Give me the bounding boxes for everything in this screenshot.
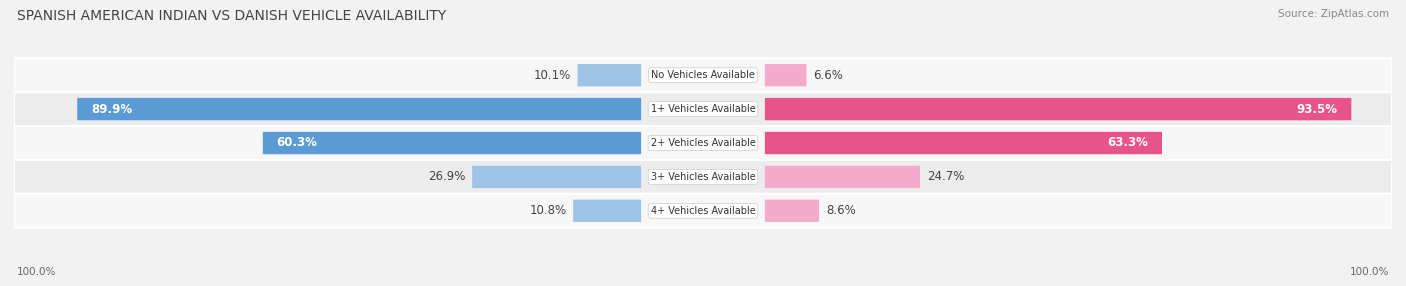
Text: 3+ Vehicles Available: 3+ Vehicles Available [651,172,755,182]
FancyBboxPatch shape [14,58,1392,92]
Text: 8.6%: 8.6% [825,204,856,217]
Text: 10.8%: 10.8% [529,204,567,217]
Text: 89.9%: 89.9% [91,103,132,116]
FancyBboxPatch shape [14,92,1392,126]
Text: 2+ Vehicles Available: 2+ Vehicles Available [651,138,755,148]
FancyBboxPatch shape [263,132,641,154]
FancyBboxPatch shape [765,132,1161,154]
FancyBboxPatch shape [14,126,1392,160]
FancyBboxPatch shape [14,160,1392,194]
Text: No Vehicles Available: No Vehicles Available [651,70,755,80]
FancyBboxPatch shape [765,98,1351,120]
Text: 60.3%: 60.3% [277,136,318,150]
FancyBboxPatch shape [578,64,641,86]
Text: 4+ Vehicles Available: 4+ Vehicles Available [651,206,755,216]
Text: 100.0%: 100.0% [1350,267,1389,277]
FancyBboxPatch shape [765,64,807,86]
Text: 100.0%: 100.0% [17,267,56,277]
Text: 63.3%: 63.3% [1107,136,1149,150]
Text: 6.6%: 6.6% [813,69,844,82]
FancyBboxPatch shape [14,194,1392,228]
FancyBboxPatch shape [765,200,820,222]
FancyBboxPatch shape [472,166,641,188]
Text: 10.1%: 10.1% [533,69,571,82]
FancyBboxPatch shape [765,166,920,188]
Text: SPANISH AMERICAN INDIAN VS DANISH VEHICLE AVAILABILITY: SPANISH AMERICAN INDIAN VS DANISH VEHICL… [17,9,446,23]
Text: Source: ZipAtlas.com: Source: ZipAtlas.com [1278,9,1389,19]
Text: 93.5%: 93.5% [1296,103,1337,116]
Text: 26.9%: 26.9% [427,170,465,183]
FancyBboxPatch shape [77,98,641,120]
Text: 1+ Vehicles Available: 1+ Vehicles Available [651,104,755,114]
FancyBboxPatch shape [574,200,641,222]
Text: 24.7%: 24.7% [927,170,965,183]
